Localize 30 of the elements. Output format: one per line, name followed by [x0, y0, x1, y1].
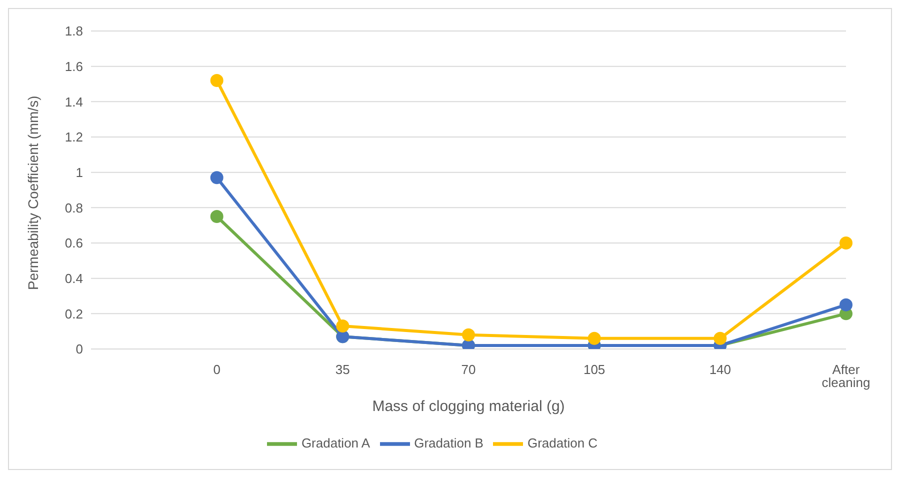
point [588, 332, 601, 345]
x-tick-label: After cleaning [822, 362, 870, 390]
x-tick-label: 35 [335, 362, 350, 378]
y-tick-label: 0 [76, 342, 83, 357]
y-tick-label: 0.6 [64, 236, 83, 251]
point [462, 328, 475, 342]
point [714, 332, 727, 345]
y-tick-label: 1.4 [64, 94, 83, 110]
y-tick-label: 0.8 [64, 200, 83, 216]
legend-label: Gradation C [527, 435, 598, 450]
y-tick-label: 1 [76, 164, 83, 180]
point [840, 236, 852, 250]
point [210, 210, 224, 223]
point [210, 74, 224, 87]
legend-label: Gradation B [414, 435, 484, 450]
y-tick-label: 1.2 [64, 130, 83, 145]
x-tick-label: 70 [461, 362, 476, 378]
x-tick-label: 0 [213, 362, 220, 378]
y-tick-label: 1.6 [64, 58, 83, 74]
y-tick-label: 0.2 [64, 306, 83, 322]
y-tick-label: 0.4 [64, 270, 83, 286]
x-tick-label: 140 [709, 362, 732, 378]
point [336, 320, 350, 333]
x-axis-title: Mass of clogging material (g) [372, 398, 565, 415]
y-axis-title: Permeability Coefficient (mm/s) [24, 96, 41, 290]
x-tick-label: 105 [583, 362, 606, 378]
point [840, 298, 852, 312]
y-tick-label: 1.8 [64, 24, 83, 39]
point [210, 171, 224, 184]
legend-label: Gradation A [301, 435, 370, 450]
